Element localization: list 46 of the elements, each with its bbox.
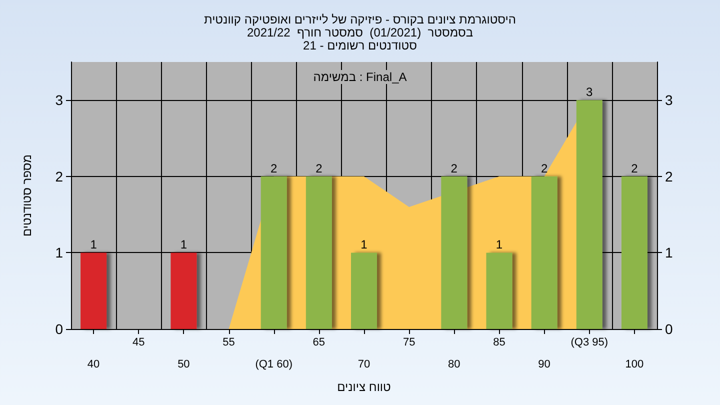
y2-tick-label: 1 <box>665 244 673 261</box>
y2-tick-label: 0 <box>665 321 673 337</box>
x-tick-label: 55 <box>222 336 235 348</box>
bar <box>306 176 332 329</box>
y2-tick-label: 2 <box>665 168 673 184</box>
bar <box>170 252 197 329</box>
x-tick-label: (Q1 60) <box>255 358 292 370</box>
x-tick-label: 50 <box>178 358 190 370</box>
x-axis-title: טווח ציונים <box>337 380 392 394</box>
y-tick-label: 2 <box>55 168 64 184</box>
x-tick-label: 80 <box>448 358 460 370</box>
y-tick-label: 0 <box>55 321 64 337</box>
y-tick-label: 3 <box>55 92 64 108</box>
bar <box>486 252 512 329</box>
bar <box>260 176 287 329</box>
x-tick-label: 75 <box>402 336 416 348</box>
data-label: 2 <box>540 161 548 176</box>
bar <box>441 176 468 329</box>
x-tick-label: 85 <box>493 336 506 348</box>
data-label: 1 <box>180 238 188 252</box>
x-tick-label: 90 <box>538 358 550 370</box>
chart-subtitle: בסמסטר (01/2021) סמסטר חורף 2021/22 סטודנטים רשומים - 21 <box>246 26 474 52</box>
data-label: 2 <box>450 161 458 176</box>
x-tick-label: 45 <box>132 336 145 348</box>
bar <box>351 252 377 329</box>
data-label: 2 <box>270 161 278 176</box>
bar <box>80 252 107 329</box>
annotation: במשימה : Final_A <box>313 70 407 84</box>
data-label: 1 <box>360 238 368 252</box>
y-axis-title: מספר סטודנטים <box>20 154 34 237</box>
data-label: 2 <box>631 161 638 176</box>
data-label: 2 <box>316 161 323 176</box>
chart-title: היסטוגרמת ציונים בקורס - פיזיקה של לייזרים ואופטיקה קוונטית <box>204 12 516 26</box>
y-tick-label: 1 <box>55 244 64 261</box>
x-tick-label: (Q3 95) <box>570 336 608 348</box>
bar <box>531 176 558 329</box>
x-tick-label: 40 <box>87 358 100 370</box>
bar <box>576 100 602 329</box>
x-tick-label: 65 <box>312 336 326 348</box>
data-label: 3 <box>586 85 594 100</box>
x-tick-label: 100 <box>625 358 644 370</box>
bar <box>621 176 648 329</box>
data-label: 1 <box>90 238 98 252</box>
data-label: 1 <box>496 238 503 252</box>
x-tick-label: 70 <box>358 358 370 370</box>
y2-tick-label: 3 <box>665 92 673 108</box>
